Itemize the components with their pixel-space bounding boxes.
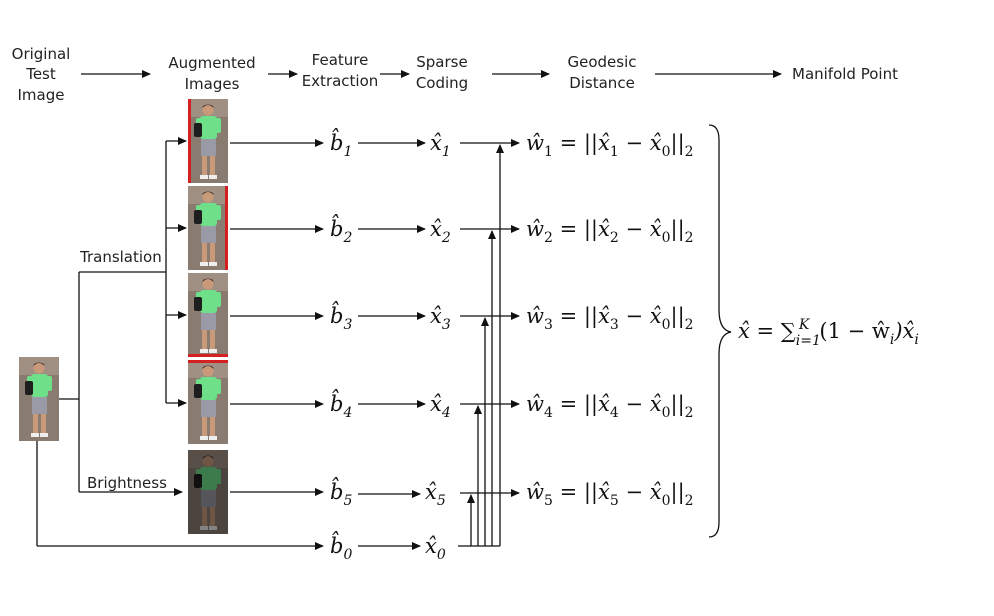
feature-b0: b̂0 [330,531,352,563]
augmented-image-3 [188,273,228,357]
brightness-label: Brightness [87,474,167,492]
weight-w5: ŵ5 = ||x̂5 − x̂0||2 [526,480,694,509]
red-border-bottom [188,354,228,357]
code-x3: x̂3 [430,304,451,333]
augmented-image-2 [188,186,228,270]
sparse-code-labels: x̂1 x̂2 x̂3 x̂4 x̂5 x̂0 [425,131,451,563]
header-row: Original Test Image Augmented Images Fea… [12,45,898,104]
header-feature-1: Feature [312,51,369,69]
weight-w4: ŵ4 = ||x̂4 − x̂0||2 [526,392,694,421]
augmented-image-4 [188,360,228,444]
code-x5: x̂5 [425,480,446,509]
code-x1: x̂1 [430,131,451,160]
header-original-2: Test [25,65,56,83]
feature-b2: b̂2 [330,214,352,246]
augmented-images [188,99,228,534]
header-sparse-1: Sparse [416,53,467,71]
weight-w3: ŵ3 = ||x̂3 − x̂0||2 [526,304,694,333]
grouping-brace [708,124,732,538]
translation-label: Translation [79,248,162,266]
code-x2: x̂2 [430,217,451,246]
header-geodesic-2: Distance [569,74,635,92]
header-augmented-2: Images [185,75,240,93]
header-geodesic-1: Geodesic [567,53,636,71]
manifold-point-formula: x̂ = ∑i=1K (1 − ŵi)x̂i [738,317,919,349]
augmented-image-5 [188,450,228,534]
row-arrows [230,139,520,550]
feature-b4: b̂4 [330,389,352,421]
feature-labels: b̂1 b̂2 b̂3 b̂4 b̂5 b̂0 [330,128,352,563]
header-manifold: Manifold Point [792,65,898,83]
original-test-image [19,357,59,441]
original-person-image [19,357,59,441]
header-feature-2: Extraction [302,72,379,90]
code-x0: x̂0 [425,534,446,563]
header-sparse-2: Coding [416,74,468,92]
red-border-top [188,360,228,363]
red-border-left [188,99,191,183]
augmented-image-1 [188,99,228,183]
feature-b1: b̂1 [330,128,352,160]
feature-b3: b̂3 [330,301,352,333]
code-x4: x̂4 [430,392,451,421]
weight-w1: ŵ1 = ||x̂1 − x̂0||2 [526,131,694,160]
red-border-right [225,186,228,270]
header-augmented-1: Augmented [168,54,255,72]
branch-lines: Translation Brightness [36,137,324,550]
x0-feedback-lines [458,144,504,547]
weight-w2: ŵ2 = ||x̂2 − x̂0||2 [526,217,694,246]
header-original-1: Original [12,45,71,63]
geodesic-weight-labels: ŵ1 = ||x̂1 − x̂0||2 ŵ2 = ||x̂2 − x̂0||… [526,131,694,509]
feature-b5: b̂5 [330,477,352,509]
header-original-3: Image [18,86,65,104]
